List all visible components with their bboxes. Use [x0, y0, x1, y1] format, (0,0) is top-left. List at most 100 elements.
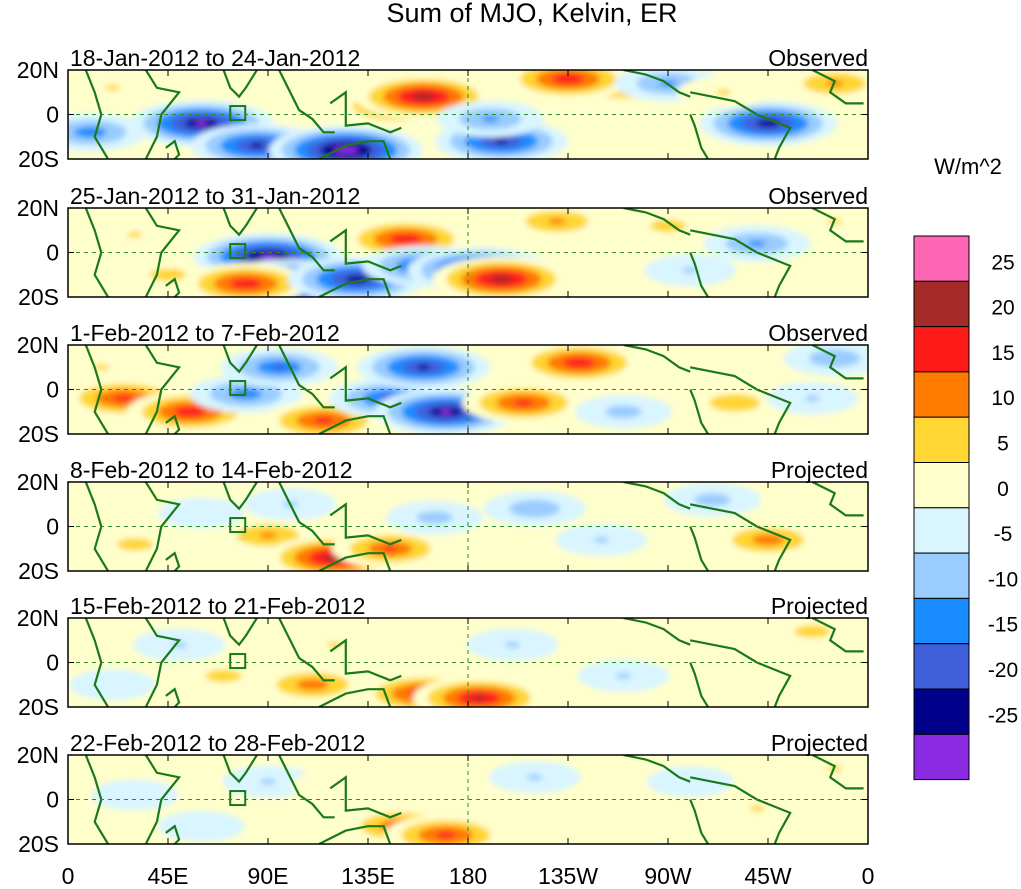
contour-fill [384, 545, 397, 552]
coastline [811, 208, 864, 243]
contour-fill [547, 218, 566, 225]
coastline [689, 389, 709, 434]
contour-fill [563, 357, 596, 369]
colorbar-tick-label: 5 [997, 433, 1009, 456]
coastline [222, 208, 258, 237]
contour-fill [691, 629, 778, 661]
coastline [222, 618, 258, 647]
panel-period: 22-Feb-2012 to 28-Feb-2012 [70, 730, 365, 756]
coastline [318, 415, 392, 434]
contour-fill [615, 672, 632, 679]
coastline [278, 70, 335, 134]
contour-fill [260, 253, 276, 260]
coastline [318, 552, 392, 571]
contour-fill [647, 766, 734, 798]
colorbar-swatch [913, 597, 970, 645]
coastline [623, 208, 691, 236]
x-tick-label: 135W [538, 863, 598, 889]
coastline [165, 277, 181, 297]
panel-status: Observed [768, 45, 868, 71]
x-axis: 0 45E 90E 135E 180 135W 90W 45W 0 [62, 863, 875, 889]
coastline [318, 140, 392, 159]
contour-fill [116, 538, 153, 551]
coastline [144, 755, 182, 844]
y-tick-label: 20S [18, 146, 59, 172]
contour-fill [749, 805, 765, 812]
contour-fill [259, 532, 277, 539]
colorbar-tick-label: 15 [991, 342, 1014, 365]
y-tick-label: 0 [46, 787, 59, 813]
contour-fill [504, 641, 521, 648]
coastline [329, 775, 402, 819]
contour-fill [495, 138, 508, 145]
coastline [165, 414, 181, 434]
coastline [278, 208, 335, 272]
contour-fill [113, 395, 134, 402]
x-tick-label: 180 [449, 863, 487, 889]
panel: 20N 0 20S 25-Jan-2012 to 31-Jan-2012 Observe… [17, 183, 869, 310]
y-tick-label: 20S [18, 694, 59, 720]
y-tick-label: 20S [18, 421, 59, 447]
colorbar-swatch [913, 371, 970, 418]
contour-fill [205, 669, 242, 683]
colorbar: W/m^2 25 20 15 10 5 0 -5 -10 -15 -20 -25 [913, 154, 1018, 781]
y-tick-label: 0 [46, 240, 59, 266]
coastline [811, 755, 864, 790]
contour-fill [250, 142, 263, 149]
coastline [222, 70, 258, 99]
coastline [623, 755, 691, 783]
colorbar-tick-label: -20 [988, 659, 1018, 682]
coastline [329, 90, 402, 134]
panel-period: 1-Feb-2012 to 7-Feb-2012 [70, 320, 340, 346]
colorbar-swatch [913, 326, 970, 373]
coastline [689, 799, 709, 844]
panel-period: 15-Feb-2012 to 21-Feb-2012 [70, 593, 365, 619]
x-tick-label: 0 [862, 863, 875, 889]
region-box [229, 380, 247, 397]
contour-fill [93, 364, 109, 371]
y-tick-label: 0 [46, 514, 59, 540]
contour-fill [756, 119, 780, 128]
contour-fill [709, 394, 761, 412]
contour-fill [273, 364, 286, 371]
coastline [623, 345, 691, 373]
colorbar-tick-label: -10 [988, 568, 1018, 591]
region-box [229, 653, 247, 670]
contour-fill [509, 499, 561, 518]
y-tick-label: 20N [17, 469, 59, 495]
coastline [278, 618, 335, 682]
coastline [689, 252, 709, 297]
contour-fill [715, 89, 732, 96]
coastline [689, 662, 709, 707]
x-tick-label: 135E [341, 863, 395, 889]
coastline [329, 638, 402, 682]
coastline [278, 755, 335, 819]
x-tick-label: 0 [62, 863, 75, 889]
coastlines [84, 755, 864, 844]
contour-fill [260, 778, 276, 785]
contour-fill [149, 268, 187, 282]
contour-fill [513, 399, 534, 407]
contour-fill [682, 267, 698, 274]
y-tick-label: 20S [18, 831, 59, 857]
y-tick-label: 0 [46, 102, 59, 128]
coastline [144, 618, 182, 707]
colorbar-tick-label: -5 [994, 523, 1013, 546]
contour-fill [605, 405, 642, 419]
coastline [144, 70, 182, 159]
contour-fill [794, 625, 831, 638]
coastline [318, 688, 392, 707]
contour-fill [174, 406, 207, 417]
contour-fill [473, 695, 486, 702]
coastline [278, 345, 335, 409]
contour-fill [229, 278, 262, 289]
x-tick-label: 45W [744, 863, 792, 889]
contour-fill [158, 810, 245, 842]
contour-fill [751, 534, 785, 546]
contour-fill [527, 774, 543, 781]
colorbar-tick-label: 20 [991, 297, 1014, 320]
panel-period: 25-Jan-2012 to 31-Jan-2012 [70, 183, 360, 209]
panel-period: 8-Feb-2012 to 14-Feb-2012 [70, 457, 353, 483]
panel-status: Projected [771, 457, 868, 483]
colorbar-tick-label: 25 [991, 251, 1014, 274]
